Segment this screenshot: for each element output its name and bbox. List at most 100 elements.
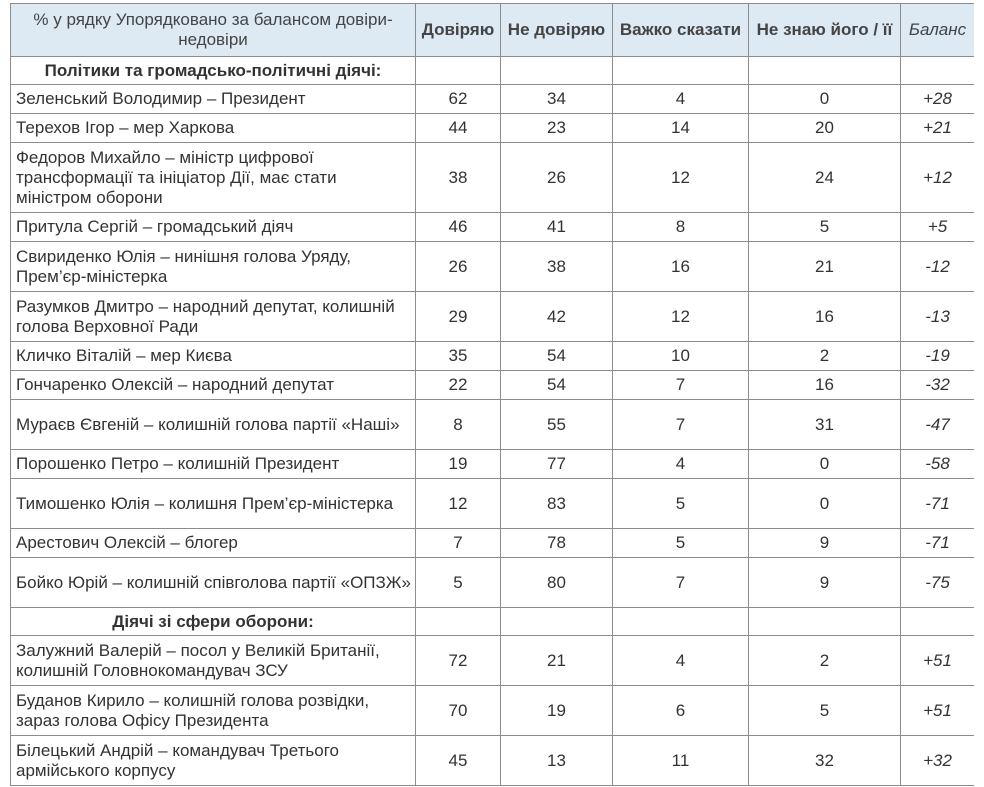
table-row: Залужний Валерій – посол у Великій Брита…	[10, 635, 974, 686]
person-name-cell: Гончаренко Олексій – народний депутат	[10, 370, 416, 400]
table-row: Мураєв Євгеній – колишній голова партії …	[10, 399, 974, 450]
table-row: Буданов Кирило – колишній голова розвідк…	[10, 685, 974, 736]
person-name-cell: Тимошенко Юлія – колишня Прем’єр-міністе…	[10, 478, 416, 529]
trust-value-cell: 7	[415, 528, 501, 558]
dont-know-value-cell: 16	[748, 370, 901, 400]
table-header-label: % у рядку Упорядковано за балансом довір…	[10, 3, 416, 57]
dont-know-value-cell: 20	[748, 113, 901, 143]
person-name-cell: Порошенко Петро – колишній Президент	[10, 449, 416, 479]
section-title: Діячі зі сфери оборони:	[10, 607, 416, 636]
distrust-value-cell: 77	[500, 449, 613, 479]
dont-know-value-cell: 2	[748, 635, 901, 686]
table-row: Федоров Михайло – міністр цифрової транс…	[10, 142, 974, 213]
section-empty-cell	[748, 607, 901, 636]
hard-to-say-value-cell: 16	[612, 241, 749, 292]
trust-value-cell: 72	[415, 635, 501, 686]
table-row: Тимошенко Юлія – колишня Прем’єр-міністе…	[10, 478, 974, 529]
hard-to-say-value-cell: 14	[612, 113, 749, 143]
dont-know-value-cell: 0	[748, 478, 901, 529]
trust-value-cell: 46	[415, 212, 501, 242]
hard-to-say-value-cell: 12	[612, 291, 749, 342]
dont-know-value-cell: 0	[748, 84, 901, 114]
distrust-value-cell: 54	[500, 341, 613, 371]
distrust-value-cell: 78	[500, 528, 613, 558]
table-row: Порошенко Петро – колишній Президент 19 77…	[10, 449, 974, 479]
hard-to-say-value-cell: 7	[612, 399, 749, 450]
trust-value-cell: 35	[415, 341, 501, 371]
hard-to-say-value-cell: 10	[612, 341, 749, 371]
section-title: Політики та громадсько-політичні діячі:	[10, 56, 416, 85]
person-name-cell: Федоров Михайло – міністр цифрової транс…	[10, 142, 416, 213]
section-empty-cell	[415, 56, 501, 85]
section-empty-cell	[415, 607, 501, 636]
section-empty-cell	[500, 56, 613, 85]
dont-know-value-cell: 5	[748, 212, 901, 242]
distrust-value-cell: 19	[500, 685, 613, 736]
balance-value-cell: -32	[900, 370, 974, 400]
table-row: Притула Сергій – громадський діяч 46 41 8 5 +…	[10, 212, 974, 242]
trust-value-cell: 70	[415, 685, 501, 736]
trust-value-cell: 26	[415, 241, 501, 292]
section-header-row: Діячі зі сфери оборони:	[10, 607, 974, 636]
table-header-row: % у рядку Упорядковано за балансом довір…	[10, 3, 974, 57]
balance-value-cell: -19	[900, 341, 974, 371]
trust-table-container: % у рядку Упорядковано за балансом довір…	[10, 3, 974, 787]
dont-know-value-cell: 9	[748, 528, 901, 558]
trust-value-cell: 62	[415, 84, 501, 114]
person-name-cell: Разумков Дмитро – народний депутат, коли…	[10, 291, 416, 342]
balance-value-cell: -58	[900, 449, 974, 479]
dont-know-value-cell: 0	[748, 449, 901, 479]
balance-value-cell: -47	[900, 399, 974, 450]
hard-to-say-value-cell: 4	[612, 635, 749, 686]
column-header-hard-to-say: Важко сказати	[612, 3, 749, 57]
table-row: Свириденко Юлія – нинішня голова Уряду, …	[10, 241, 974, 292]
dont-know-value-cell: 24	[748, 142, 901, 213]
hard-to-say-value-cell: 5	[612, 478, 749, 529]
column-header-distrust: Не довіряю	[500, 3, 613, 57]
table-body: Політики та громадсько-політичні діячі: З…	[10, 56, 974, 786]
balance-value-cell: +12	[900, 142, 974, 213]
table-row: Терехов Ігор – мер Харкова 44 23 14 20 +21	[10, 113, 974, 143]
balance-value-cell: -13	[900, 291, 974, 342]
person-name-cell: Мураєв Євгеній – колишній голова партії …	[10, 399, 416, 450]
distrust-value-cell: 38	[500, 241, 613, 292]
hard-to-say-value-cell: 5	[612, 528, 749, 558]
person-name-cell: Залужний Валерій – посол у Великій Брита…	[10, 635, 416, 686]
dont-know-value-cell: 31	[748, 399, 901, 450]
person-name-cell: Бойко Юрій – колишній співголова партії …	[10, 557, 416, 608]
balance-value-cell: -71	[900, 478, 974, 529]
person-name-cell: Терехов Ігор – мер Харкова	[10, 113, 416, 143]
hard-to-say-value-cell: 12	[612, 142, 749, 213]
column-header-dont-know: Не знаю його / її	[748, 3, 901, 57]
hard-to-say-value-cell: 8	[612, 212, 749, 242]
distrust-value-cell: 21	[500, 635, 613, 686]
balance-value-cell: +51	[900, 685, 974, 736]
distrust-value-cell: 26	[500, 142, 613, 213]
person-name-cell: Притула Сергій – громадський діяч	[10, 212, 416, 242]
dont-know-value-cell: 5	[748, 685, 901, 736]
trust-value-cell: 38	[415, 142, 501, 213]
distrust-value-cell: 80	[500, 557, 613, 608]
dont-know-value-cell: 9	[748, 557, 901, 608]
table-row: Арестович Олексій – блогер 7 78 5 9 -71	[10, 528, 974, 558]
table-row: Кличко Віталій – мер Києва 35 54 10 2 -19	[10, 341, 974, 371]
person-name-cell: Свириденко Юлія – нинішня голова Уряду, …	[10, 241, 416, 292]
person-name-cell: Арестович Олексій – блогер	[10, 528, 416, 558]
section-empty-cell	[900, 607, 974, 636]
distrust-value-cell: 54	[500, 370, 613, 400]
distrust-value-cell: 34	[500, 84, 613, 114]
section-header-row: Політики та громадсько-політичні діячі:	[10, 56, 974, 85]
dont-know-value-cell: 16	[748, 291, 901, 342]
trust-table: % у рядку Упорядковано за балансом довір…	[10, 3, 974, 786]
hard-to-say-value-cell: 4	[612, 84, 749, 114]
dont-know-value-cell: 32	[748, 735, 901, 786]
dont-know-value-cell: 21	[748, 241, 901, 292]
trust-value-cell: 5	[415, 557, 501, 608]
distrust-value-cell: 42	[500, 291, 613, 342]
distrust-value-cell: 13	[500, 735, 613, 786]
hard-to-say-value-cell: 7	[612, 557, 749, 608]
dont-know-value-cell: 2	[748, 341, 901, 371]
person-name-cell: Зеленський Володимир – Президент	[10, 84, 416, 114]
hard-to-say-value-cell: 6	[612, 685, 749, 736]
distrust-value-cell: 41	[500, 212, 613, 242]
